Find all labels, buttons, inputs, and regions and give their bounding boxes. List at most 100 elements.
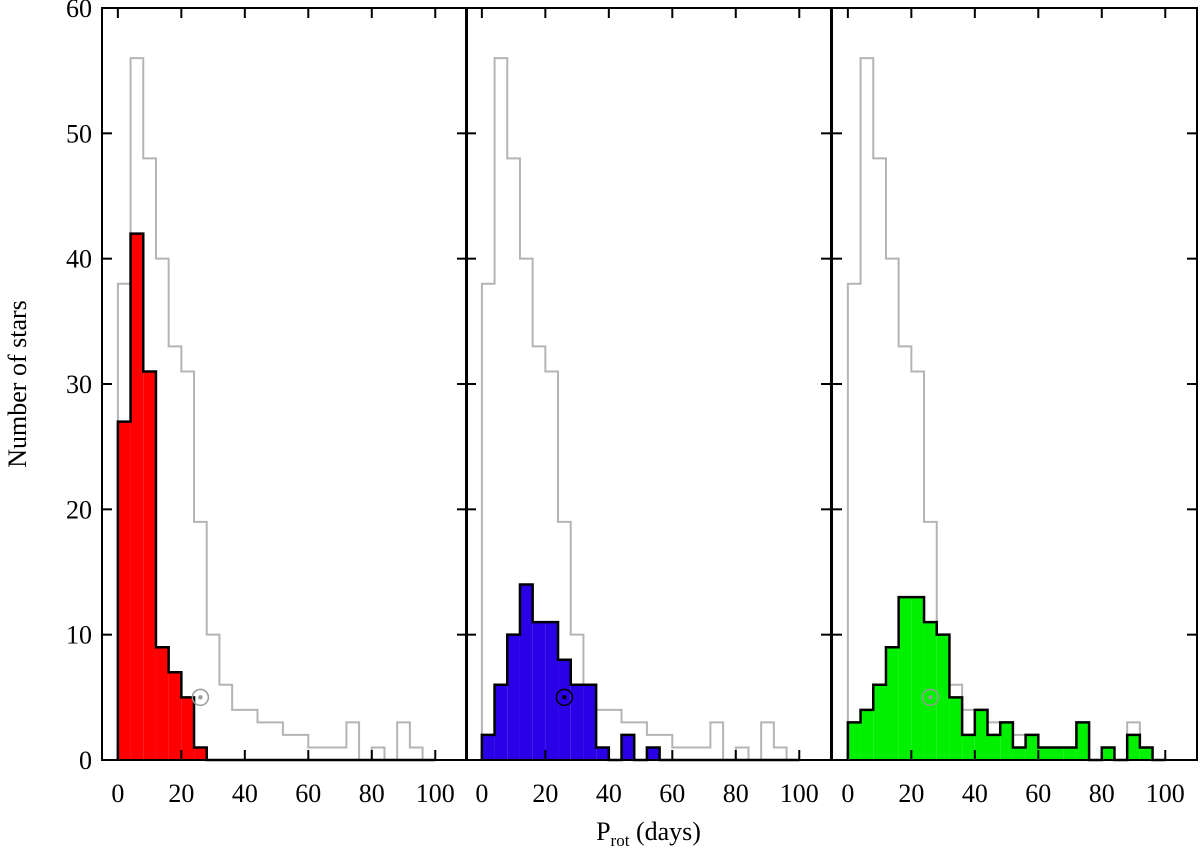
- x-tick-label: 80: [359, 779, 385, 808]
- histogram-bar: [532, 622, 546, 760]
- histogram-bar: [848, 284, 861, 760]
- histogram-bar: [924, 622, 937, 760]
- histogram-bar: [974, 709, 988, 760]
- histogram-bar: [1012, 747, 1026, 760]
- histogram-bar: [1000, 722, 1013, 760]
- histogram-bar: [283, 735, 296, 760]
- histogram-bar: [685, 747, 698, 760]
- histogram-bar: [334, 747, 347, 760]
- histogram-bar: [949, 697, 963, 760]
- histogram-bar: [1076, 722, 1090, 760]
- histogram-bar: [596, 747, 609, 760]
- step-outline: [480, 57, 800, 761]
- x-axis-label-main: P: [596, 817, 610, 846]
- histogram-bar: [936, 634, 950, 760]
- histogram-bar: [911, 597, 925, 760]
- histogram-bar: [609, 710, 622, 760]
- histogram-bar: [168, 672, 182, 760]
- y-tick-label: 40: [66, 245, 92, 274]
- histogram-bar: [495, 58, 508, 760]
- histogram-bar: [987, 734, 1001, 760]
- histogram-bar: [1101, 747, 1115, 760]
- histogram-bar: [410, 747, 423, 760]
- x-tick-label: 40: [596, 779, 622, 808]
- histogram-bar: [898, 597, 912, 760]
- histogram-bar: [117, 421, 131, 760]
- histogram-bar: [570, 684, 584, 760]
- x-tick-label: 80: [723, 779, 749, 808]
- histogram-bar: [1025, 734, 1039, 760]
- histogram-bar: [494, 684, 508, 760]
- histogram-bar: [736, 747, 749, 760]
- histogram-bar: [219, 685, 232, 760]
- x-tick-label: 100: [1146, 779, 1185, 808]
- sun-marker-dot: [198, 695, 203, 700]
- histogram-bar: [481, 734, 495, 760]
- histogram-bar: [482, 284, 495, 760]
- histogram-bar: [232, 710, 245, 760]
- x-tick-label: 20: [532, 779, 558, 808]
- histogram-bar: [558, 659, 571, 760]
- histogram-bar: [962, 734, 975, 760]
- x-tick-label: 80: [1089, 779, 1115, 808]
- x-tick-label: 0: [841, 779, 854, 808]
- x-tick-label: 0: [111, 779, 124, 808]
- sun-marker: [191, 688, 210, 707]
- histogram-bar: [634, 722, 647, 760]
- histogram-bar: [621, 734, 635, 760]
- y-tick-label: 30: [66, 370, 92, 399]
- histogram-bar: [245, 710, 258, 760]
- histogram-bar: [1038, 747, 1051, 760]
- sun-marker: [921, 688, 940, 707]
- y-axis-label: Number of stars: [3, 300, 32, 468]
- histogram-bar: [270, 722, 283, 760]
- histogram-bar: [397, 722, 410, 760]
- histogram-bar: [672, 747, 685, 760]
- histogram-bar: [308, 747, 321, 760]
- x-tick-label: 20: [898, 779, 924, 808]
- histogram-bar: [181, 697, 195, 760]
- x-axis-label: Prot (days): [596, 817, 701, 850]
- histogram-bar: [873, 158, 886, 760]
- sun-marker-dot: [928, 695, 933, 700]
- x-tick-label: 20: [168, 779, 194, 808]
- histogram-bar: [519, 584, 533, 760]
- histogram-bar: [761, 722, 774, 760]
- sun-marker: [555, 688, 574, 707]
- x-tick-label: 0: [475, 779, 488, 808]
- histogram-bar: [1051, 747, 1064, 760]
- y-tick-label: 50: [66, 119, 92, 148]
- y-tick-label: 0: [79, 746, 92, 775]
- histogram-bar: [698, 747, 711, 760]
- histogram-bar: [194, 747, 207, 760]
- histogram-bar: [258, 722, 271, 760]
- histogram-bar: [1139, 747, 1153, 760]
- histogram-bar: [1063, 747, 1077, 760]
- x-tick-label: 60: [1025, 779, 1051, 808]
- histogram-bar: [372, 747, 385, 760]
- x-tick-label: 60: [659, 779, 685, 808]
- histogram-bar: [861, 58, 874, 760]
- histogram-bar: [885, 647, 899, 760]
- histogram-bar: [321, 747, 334, 760]
- step-outline: [116, 57, 436, 761]
- y-tick-label: 20: [66, 495, 92, 524]
- y-tick-label: 60: [66, 0, 92, 23]
- sun-marker-dot: [562, 695, 567, 700]
- histogram-bar: [507, 634, 520, 760]
- histogram-bar: [774, 747, 787, 760]
- histogram-bar: [847, 722, 861, 760]
- x-axis-label-sub: rot: [611, 831, 630, 850]
- histogram-bar: [346, 722, 359, 760]
- histogram-bar: [646, 747, 660, 760]
- histogram-bar: [545, 622, 559, 760]
- histogram-bar: [194, 522, 207, 760]
- histogram-bar: [873, 684, 886, 760]
- histogram-bar: [296, 735, 309, 760]
- histogram-bar: [583, 684, 597, 760]
- histogram-bar: [1127, 734, 1140, 760]
- x-tick-label: 100: [416, 779, 455, 808]
- x-axis-label-unit: (days): [629, 817, 700, 846]
